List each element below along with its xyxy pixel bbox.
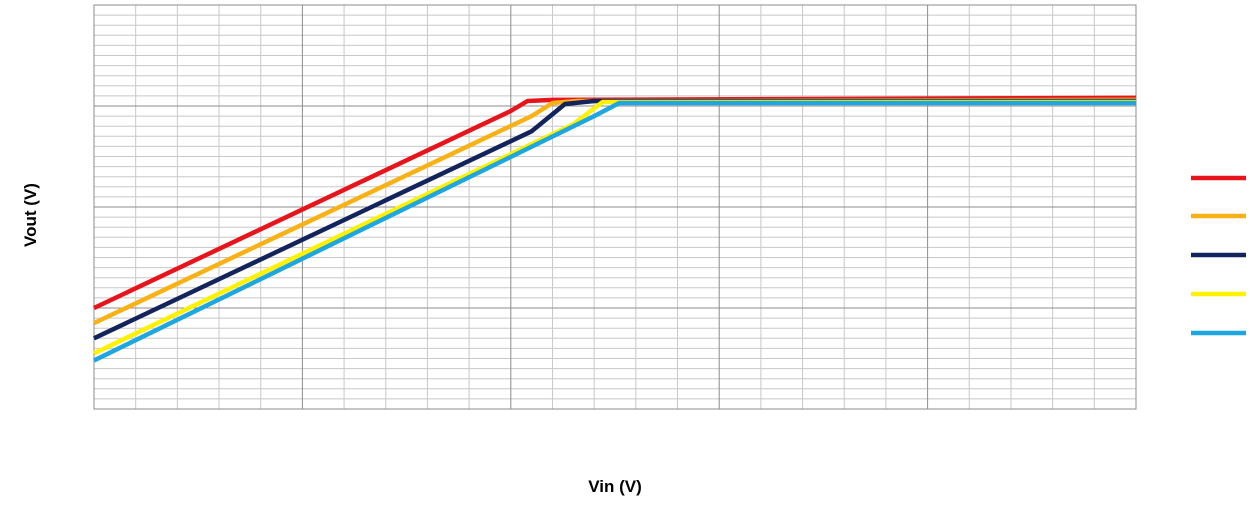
y-axis-label: Vout (V) <box>21 183 40 247</box>
series-line-2 <box>93 97 1137 326</box>
x-axis-label: Vin (V) <box>588 477 642 496</box>
series-line-5 <box>93 100 1136 363</box>
plot-area-border <box>93 4 1137 410</box>
series-lines <box>93 95 1137 363</box>
legend <box>1191 175 1246 336</box>
